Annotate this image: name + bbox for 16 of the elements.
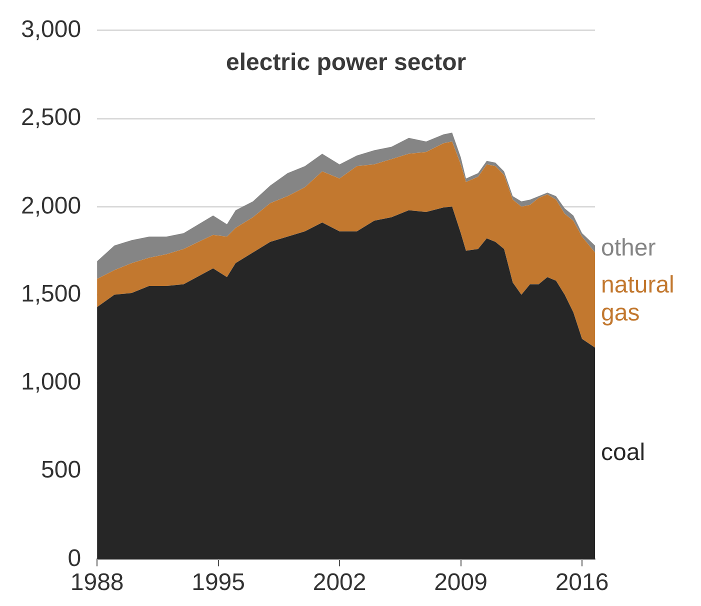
y-tick-label: 1,000 <box>20 368 82 396</box>
x-tick-label: 1988 <box>70 569 124 596</box>
y-tick-label: 0 <box>68 544 82 572</box>
x-tick-label: 2002 <box>312 569 366 596</box>
y-tick-label: 1,500 <box>20 280 82 308</box>
y-tick-label: 500 <box>41 456 82 484</box>
series-label: natural gas <box>601 272 674 327</box>
text: electric power sector <box>226 49 466 76</box>
x-tick-label: 2016 <box>555 569 609 596</box>
series-label: other <box>601 234 656 262</box>
y-tick-label: 2,000 <box>20 192 82 220</box>
y-tick-label: 3,000 <box>20 16 82 44</box>
series-label: coal <box>601 439 646 466</box>
y-tick-label: 2,500 <box>20 104 82 132</box>
x-tick-label: 2009 <box>434 569 488 596</box>
x-tick-label: 1995 <box>192 569 245 596</box>
